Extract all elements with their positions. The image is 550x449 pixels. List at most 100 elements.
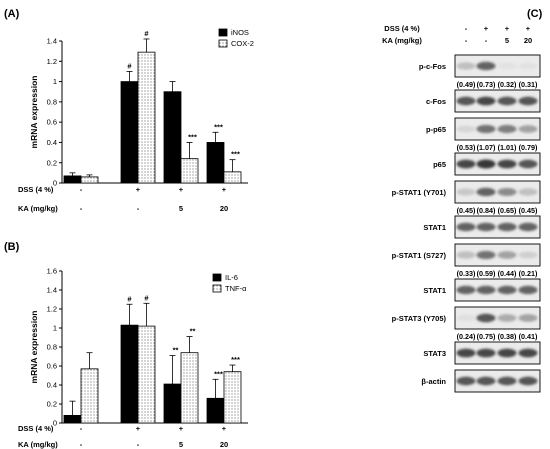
chart-b-condition-value: + bbox=[136, 424, 141, 433]
chart-b-y-tick-label: 1.4 bbox=[47, 286, 57, 295]
chart-a-condition-value: + bbox=[222, 185, 227, 194]
chart-a-bar-inos-1 bbox=[63, 175, 82, 184]
blot-quant-value: (0.45) bbox=[457, 206, 476, 215]
chart-a-bar-inos-2 bbox=[120, 81, 139, 184]
chart-a-legend-label: COX-2 bbox=[231, 39, 254, 48]
chart-a-condition-label: DSS (4 %) bbox=[18, 185, 54, 194]
chart-b-condition-label: KA (mg/kg) bbox=[18, 440, 58, 449]
panel-c-letter: (C) bbox=[527, 8, 543, 20]
chart-a-significance-mark: *** bbox=[188, 132, 197, 141]
chart-a-significance-mark: # bbox=[127, 61, 132, 70]
chart-a-y-axis-title: mRNA expression bbox=[29, 76, 39, 149]
blot-band bbox=[456, 96, 476, 106]
blot-row-label: p-STAT3 (Y705) bbox=[392, 314, 447, 323]
blot-row-label: STAT1 bbox=[423, 286, 446, 295]
chart-a-condition-label: KA (mg/kg) bbox=[18, 204, 58, 213]
chart-b-condition-value: - bbox=[80, 424, 83, 433]
blot-quant-value: (0.21) bbox=[519, 269, 538, 278]
blot-band bbox=[518, 376, 538, 386]
blot-band bbox=[476, 159, 496, 169]
blot-band bbox=[497, 62, 517, 70]
blot-band bbox=[497, 96, 517, 106]
blot-band bbox=[476, 187, 496, 197]
chart-a: 0 0.2 0.4 0.6 0.8 1 1.2 1.4 mRNA expression # *** #… bbox=[18, 28, 254, 213]
blot-band bbox=[497, 285, 517, 295]
blot-band bbox=[476, 313, 496, 323]
blot-row-label: p-p65 bbox=[426, 125, 446, 134]
blot-header-value: - bbox=[465, 24, 468, 33]
blot-quant-value: (0.73) bbox=[477, 80, 496, 89]
blot-band bbox=[456, 62, 476, 70]
blot-quant-value: (0.44) bbox=[498, 269, 517, 278]
blot-band bbox=[476, 250, 496, 260]
panel-b-letter: (B) bbox=[4, 241, 20, 253]
chart-a-bar-cox2-3 bbox=[180, 158, 199, 184]
chart-a-y-tick-label: 0.2 bbox=[47, 158, 57, 167]
blot-band bbox=[518, 222, 538, 232]
blot-quant-value: (1.01) bbox=[498, 143, 517, 152]
blot-band bbox=[518, 159, 538, 169]
blot-row-label: c-Fos bbox=[426, 97, 446, 106]
blot-row-label: STAT3 bbox=[423, 349, 446, 358]
blot-band bbox=[497, 376, 517, 386]
chart-a-y-tick-label: 1 bbox=[53, 77, 57, 86]
blot-header-value: + bbox=[505, 24, 510, 33]
chart-b-legend-swatch bbox=[212, 284, 222, 293]
blot-band bbox=[497, 314, 517, 322]
chart-a-legend-swatch bbox=[218, 39, 228, 48]
chart-a-significance-mark: # bbox=[144, 29, 149, 38]
blot-quant-value: (0.53) bbox=[457, 143, 476, 152]
blot-quant-value: (0.65) bbox=[498, 206, 517, 215]
chart-a-bar-cox2-2 bbox=[137, 51, 156, 184]
chart-a-y-tick-label: 0.8 bbox=[47, 97, 57, 106]
blot-band bbox=[518, 348, 538, 358]
chart-a-bar-cox2-1 bbox=[80, 176, 99, 184]
blot-quant-value: (0.41) bbox=[519, 332, 538, 341]
chart-b-y-tick-label: 1 bbox=[53, 324, 57, 333]
chart-b-bar-il6-1 bbox=[63, 414, 82, 424]
chart-a-legend-label: iNOS bbox=[231, 28, 249, 37]
chart-a-condition-value: - bbox=[80, 185, 83, 194]
chart-a-significance-mark: *** bbox=[231, 150, 240, 159]
blot-band bbox=[518, 96, 538, 106]
blot-band bbox=[497, 187, 517, 197]
chart-b-legend-label: TNF-α bbox=[225, 284, 247, 293]
blot-header-label: DSS (4 %) bbox=[384, 24, 420, 33]
blot-header-value: 20 bbox=[524, 36, 532, 45]
blot-row-label: p65 bbox=[433, 160, 446, 169]
panel-a-letter: (A) bbox=[4, 8, 20, 20]
blot-band bbox=[476, 222, 496, 232]
chart-a-y-tick-label: 1.4 bbox=[47, 37, 57, 46]
blot-band bbox=[456, 314, 476, 322]
blot-quant-value: (0.59) bbox=[477, 269, 496, 278]
blot-quant-value: (0.75) bbox=[477, 332, 496, 341]
blot-band bbox=[497, 348, 517, 358]
chart-b-bar-tnf-3 bbox=[180, 352, 199, 424]
blot-row-label: β-actin bbox=[421, 377, 446, 386]
chart-b-y-tick-label: 1.2 bbox=[47, 305, 57, 314]
chart-b-legend-swatch bbox=[212, 273, 222, 282]
blot-band bbox=[476, 376, 496, 386]
blot-header-value: + bbox=[526, 24, 531, 33]
chart-b-condition-value: 5 bbox=[179, 440, 183, 449]
blot-band bbox=[456, 159, 476, 169]
chart-b-y-tick-label: 0.2 bbox=[47, 400, 57, 409]
blot-quant-value: (1.07) bbox=[477, 143, 496, 152]
chart-a-bar-inos-3 bbox=[163, 91, 182, 184]
chart-a-significance-mark: *** bbox=[214, 122, 223, 131]
chart-b-condition-label: DSS (4 %) bbox=[18, 424, 54, 433]
blot-band bbox=[497, 159, 517, 169]
blot-band bbox=[456, 222, 476, 232]
chart-a-condition-value: + bbox=[179, 185, 184, 194]
chart-b-bar-il6-4 bbox=[206, 397, 225, 424]
chart-b-legend-label: IL-6 bbox=[225, 273, 238, 282]
blot-header-label: KA (mg/kg) bbox=[382, 36, 422, 45]
chart-a-y-tick-label: 1.2 bbox=[47, 57, 57, 66]
blot-band bbox=[476, 96, 496, 106]
chart-b-condition-value: + bbox=[222, 424, 227, 433]
blot-quant-value: (0.49) bbox=[457, 80, 476, 89]
blot-band bbox=[497, 124, 517, 134]
blot-band bbox=[518, 251, 538, 259]
chart-b-bar-il6-2 bbox=[120, 324, 139, 424]
